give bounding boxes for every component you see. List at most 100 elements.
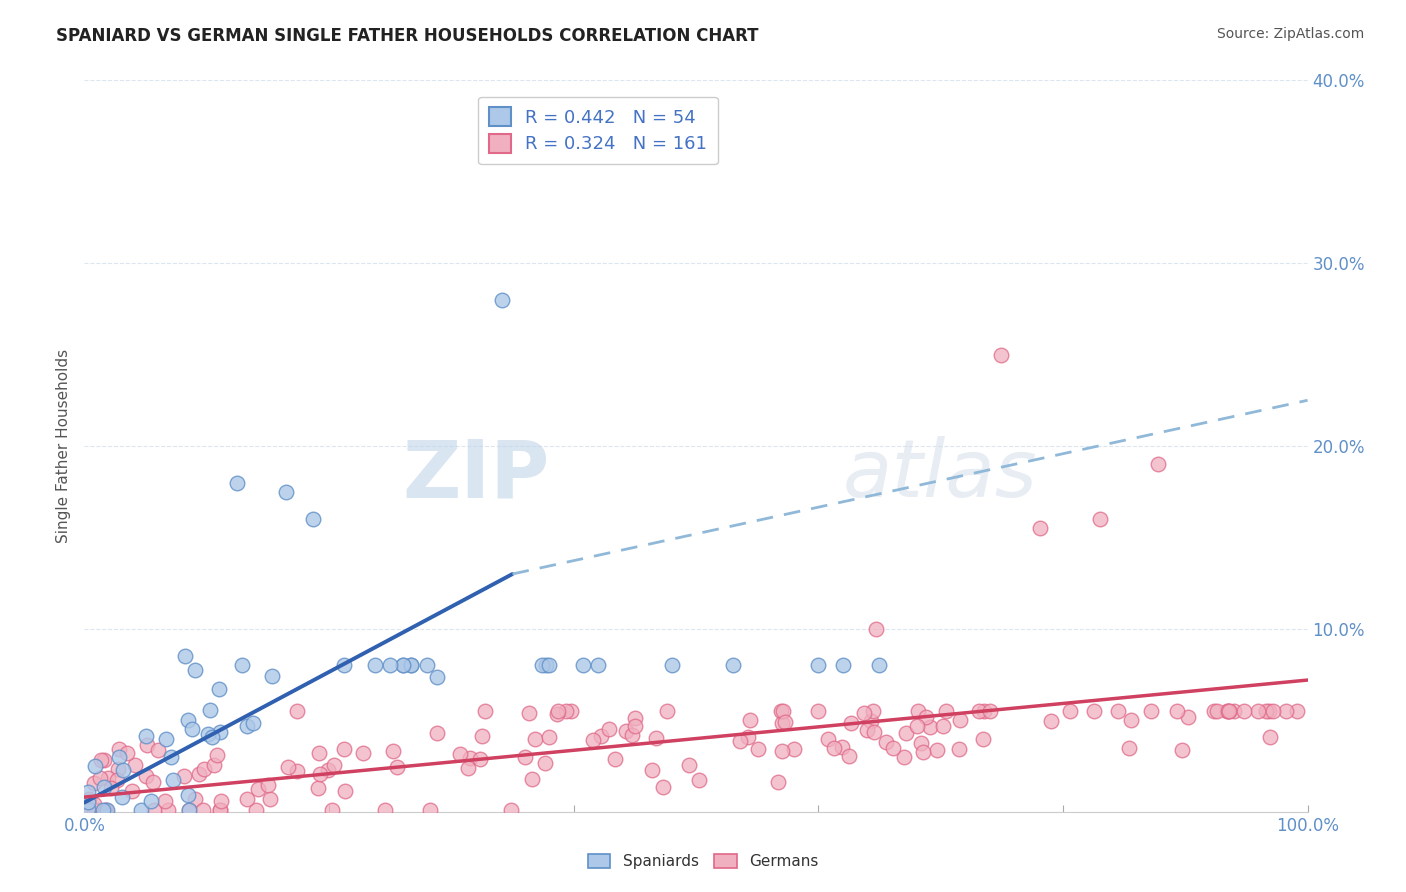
Point (226, 475, 249, 490)
Point (728, 734, 751, 748)
Point (316, 763, 339, 777)
Point (173, 769, 195, 783)
Point (623, 719, 645, 733)
Point (110, 789, 132, 804)
Point (1246, 704, 1268, 718)
Point (177, 803, 200, 817)
Point (572, 658, 595, 673)
Point (135, 738, 157, 752)
Point (83, 797, 105, 812)
Point (160, 749, 183, 764)
Point (538, 658, 561, 673)
Point (416, 658, 439, 673)
Point (333, 783, 356, 797)
Point (124, 757, 146, 772)
Point (468, 752, 491, 766)
Point (839, 716, 862, 731)
Point (155, 731, 177, 746)
Point (1218, 704, 1240, 718)
Point (990, 347, 1012, 362)
Point (259, 791, 281, 805)
Point (184, 663, 207, 677)
Point (491, 293, 513, 307)
Text: SPANIARD VS GERMAN SINGLE FATHER HOUSEHOLDS CORRELATION CHART: SPANIARD VS GERMAN SINGLE FATHER HOUSEHO… (56, 27, 759, 45)
Point (935, 704, 957, 718)
Point (177, 713, 200, 727)
Point (399, 658, 422, 673)
Text: ZIP: ZIP (402, 436, 550, 515)
Point (747, 742, 769, 756)
Point (277, 760, 299, 774)
Point (200, 703, 222, 717)
Point (1258, 704, 1281, 718)
Point (882, 741, 904, 756)
Point (979, 704, 1001, 718)
Point (471, 729, 494, 743)
Point (770, 704, 793, 718)
Point (869, 658, 891, 673)
Point (302, 512, 325, 526)
Point (274, 484, 297, 499)
Point (181, 722, 204, 736)
Point (307, 780, 329, 795)
Point (865, 622, 887, 636)
Point (96, 803, 118, 817)
Point (852, 706, 875, 720)
Point (202, 758, 225, 772)
Point (449, 747, 471, 761)
Point (208, 681, 231, 696)
Point (538, 730, 561, 744)
Point (1118, 741, 1140, 756)
Point (257, 778, 280, 792)
Point (83, 776, 105, 790)
Point (474, 704, 496, 718)
Point (157, 803, 180, 817)
Point (139, 794, 162, 808)
Point (533, 756, 555, 770)
Point (770, 744, 793, 758)
Point (932, 718, 955, 732)
Point (967, 704, 990, 718)
Point (737, 730, 759, 744)
Point (806, 704, 828, 718)
Point (534, 658, 557, 673)
Point (1171, 743, 1194, 757)
Point (1039, 714, 1062, 728)
Point (530, 658, 553, 673)
Point (111, 764, 134, 778)
Point (197, 727, 219, 741)
Point (772, 704, 794, 718)
Point (333, 658, 356, 673)
Point (105, 773, 128, 788)
Point (652, 780, 675, 794)
Point (499, 803, 522, 817)
Point (546, 706, 568, 721)
Point (678, 758, 700, 772)
Point (641, 763, 664, 777)
Point (775, 715, 797, 730)
Point (83, 803, 105, 817)
Point (582, 732, 605, 747)
Point (174, 649, 197, 664)
Point (207, 747, 229, 762)
Point (519, 706, 541, 721)
Point (1233, 704, 1256, 718)
Point (245, 803, 267, 817)
Point (589, 729, 612, 743)
Point (547, 704, 569, 718)
Point (907, 704, 929, 718)
Point (856, 723, 879, 737)
Point (121, 784, 143, 798)
Point (824, 741, 846, 756)
Point (770, 716, 793, 731)
Point (1029, 521, 1052, 535)
Point (838, 749, 860, 764)
Point (513, 750, 536, 764)
Point (285, 764, 308, 778)
Y-axis label: Single Father Households: Single Father Households (56, 349, 72, 543)
Point (352, 746, 374, 760)
Point (1274, 704, 1296, 718)
Point (893, 750, 915, 764)
Point (831, 739, 853, 754)
Point (77, 785, 100, 799)
